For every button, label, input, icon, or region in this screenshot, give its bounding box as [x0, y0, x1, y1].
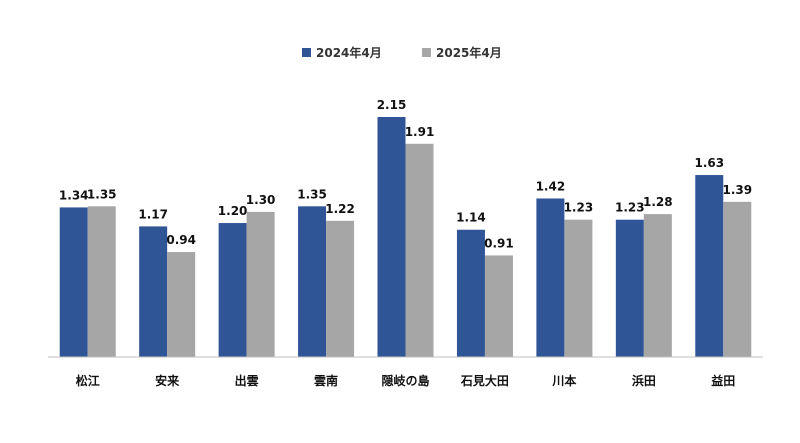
bar-series1-4	[377, 117, 406, 357]
bar-series2-1	[167, 252, 196, 357]
category-label-7: 浜田	[632, 373, 656, 388]
data-label-series1-4: 2.15	[377, 98, 407, 112]
legend-label-2025: 2025年4月	[436, 45, 502, 60]
bar-series2-5	[484, 255, 513, 357]
category-label-6: 川本	[551, 373, 576, 388]
category-label-1: 安来	[155, 373, 180, 388]
bar-series1-8	[695, 175, 724, 357]
data-label-series2-8: 1.39	[722, 183, 752, 197]
bar-series2-7	[643, 214, 672, 357]
data-label-series1-5: 1.14	[456, 211, 486, 225]
category-label-3: 雲南	[314, 373, 338, 388]
bar-series1-6	[536, 198, 565, 357]
bar-series2-8	[723, 201, 752, 357]
data-label-series1-6: 1.42	[536, 179, 566, 193]
legend-label-2024: 2024年4月	[316, 45, 382, 60]
category-label-4: 隠岐の島	[381, 373, 429, 388]
data-label-series1-3: 1.35	[297, 187, 327, 201]
data-label-series2-5: 0.91	[484, 236, 514, 250]
bar-series2-0	[87, 206, 116, 357]
data-label-series1-1: 1.17	[138, 207, 168, 221]
data-label-series2-2: 1.30	[246, 193, 276, 207]
bar-series1-0	[59, 207, 88, 357]
data-label-series2-1: 0.94	[166, 233, 196, 247]
data-label-series1-0: 1.34	[59, 188, 89, 202]
bar-series1-1	[139, 226, 168, 357]
bar-series1-5	[456, 229, 485, 357]
bar-series1-2	[218, 223, 247, 357]
bar-series1-3	[298, 206, 327, 357]
data-label-series1-2: 1.20	[218, 204, 248, 218]
data-label-series2-4: 1.91	[405, 125, 435, 139]
legend-swatch-2025	[422, 48, 431, 57]
data-label-series2-0: 1.35	[87, 187, 117, 201]
bar-series2-3	[326, 220, 355, 357]
bar-series2-6	[564, 219, 593, 357]
bar-series2-2	[246, 211, 275, 357]
category-label-5: 石見大田	[460, 373, 509, 388]
category-label-2: 出雲	[235, 373, 259, 388]
data-label-series2-7: 1.28	[643, 195, 673, 209]
category-label-8: 益田	[711, 373, 735, 388]
data-label-series1-8: 1.63	[694, 156, 724, 170]
legend: 2024年4月 2025年4月	[302, 45, 502, 60]
plot-area: 1.341.35松江1.170.94安来1.201.30出雲1.351.22雲南…	[59, 98, 752, 388]
bar-series1-7	[615, 219, 644, 357]
data-label-series1-7: 1.23	[615, 201, 645, 215]
data-label-series2-3: 1.22	[325, 202, 355, 216]
category-label-0: 松江	[76, 373, 100, 388]
bar-series2-4	[405, 143, 434, 357]
legend-swatch-2024	[302, 48, 311, 57]
data-label-series2-6: 1.23	[564, 201, 594, 215]
